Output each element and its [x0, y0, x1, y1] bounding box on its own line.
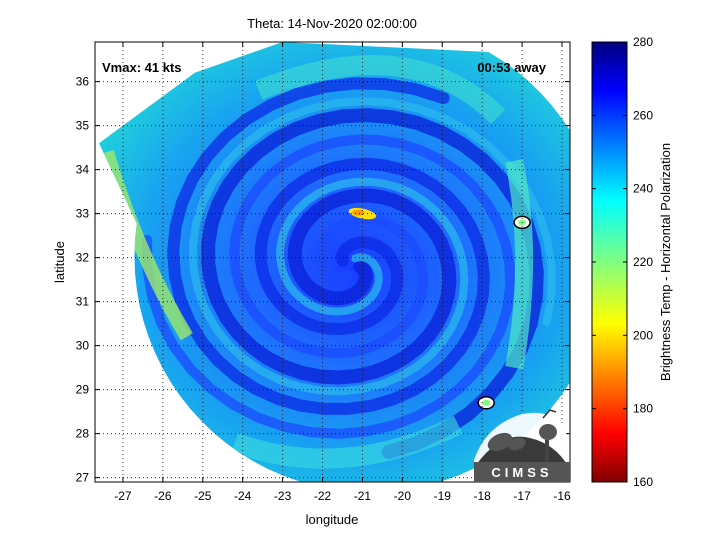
island-fill [482, 399, 491, 406]
colorbar-gradient [591, 41, 628, 483]
vmax-annotation: Vmax: 41 kts [102, 60, 182, 75]
spiral-band [201, 108, 544, 459]
y-tick-label: 34 [76, 163, 90, 177]
colorbar-tick-label: 240 [633, 182, 653, 196]
x-tick-label: -18 [474, 489, 492, 503]
chart-title: Theta: 14-Nov-2020 02:00:00 [247, 16, 417, 31]
y-tick-label: 36 [76, 75, 90, 89]
x-tick-label: -20 [394, 489, 412, 503]
x-tick-label: -19 [434, 489, 452, 503]
x-tick-label: -24 [234, 489, 252, 503]
spiral-band [142, 134, 516, 439]
swath-edge-south [231, 415, 463, 469]
logo-dish-left [487, 432, 513, 452]
swath-edge-north [254, 55, 506, 124]
logo-banner [474, 462, 570, 482]
x-tick-label: -27 [114, 489, 132, 503]
grid-lines [95, 42, 570, 482]
y-tick-label: 31 [76, 295, 90, 309]
x-axis-label: longitude [306, 512, 359, 527]
x-tick-label: -25 [194, 489, 212, 503]
x-tick-label: -22 [314, 489, 332, 503]
colorbar-ticks: 160 180 200 220 240 260 280 [592, 35, 653, 489]
plot-frame [94, 41, 571, 483]
logo-tower-leg [545, 438, 549, 464]
y-tick-label: 28 [76, 427, 90, 441]
y-axis-ticks: 27 28 29 30 31 32 33 34 35 36 [76, 75, 570, 485]
x-tick-label: -21 [354, 489, 372, 503]
x-tick-label: -23 [274, 489, 292, 503]
colorbar-tick-label: 280 [633, 35, 653, 49]
y-tick-label: 29 [76, 383, 90, 397]
y-axis-label: latitude [52, 241, 67, 283]
y-tick-label: 27 [76, 471, 90, 485]
x-axis-ticks: -27 -26 -25 -24 -23 -22 -21 -20 -19 -18 -17 -16 [114, 42, 571, 503]
colorbar-tick-label: 180 [633, 402, 653, 416]
colorbar-tick-label: 260 [633, 108, 653, 122]
colorbar-tick-label: 200 [633, 328, 653, 342]
y-tick-label: 33 [76, 207, 90, 221]
x-tick-label: -16 [553, 489, 571, 503]
cimss-logo: CIMSS [474, 409, 570, 482]
logo-text: CIMSS [491, 465, 552, 480]
time-away-annotation: 00:53 away [477, 60, 546, 75]
logo-tower-tank [539, 424, 557, 440]
x-tick-label: -17 [513, 489, 531, 503]
x-tick-label: -26 [154, 489, 172, 503]
colorbar-tick-label: 220 [633, 255, 653, 269]
spiral-band [188, 97, 556, 396]
y-tick-label: 35 [76, 119, 90, 133]
swath-image [99, 42, 570, 482]
colorbar-tick-label: 160 [633, 475, 653, 489]
y-tick-label: 32 [76, 251, 90, 265]
logo-dish-mid [508, 437, 526, 451]
swath-edge-east [505, 158, 534, 370]
colorbar-label: Brightness Temp - Horizontal Polarizatio… [658, 143, 673, 381]
y-tick-label: 30 [76, 339, 90, 353]
logo-flag [542, 409, 557, 419]
